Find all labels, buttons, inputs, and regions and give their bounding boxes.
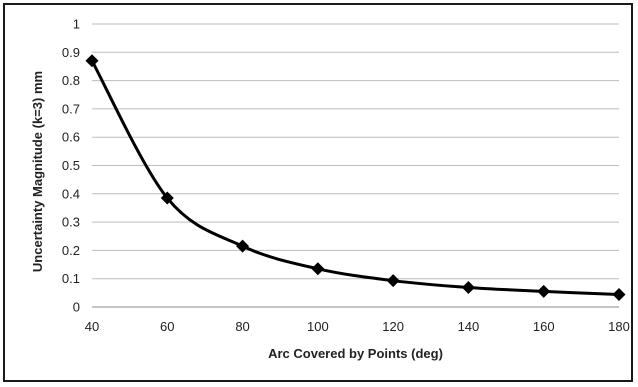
y-tick-label: 0.1 bbox=[62, 271, 80, 286]
gridlines bbox=[92, 23, 619, 280]
data-point-marker bbox=[386, 274, 400, 288]
x-tick-label: 160 bbox=[533, 319, 555, 334]
data-point-marker bbox=[236, 239, 250, 253]
data-point-marker bbox=[612, 288, 626, 302]
y-tick-label: 0 bbox=[73, 300, 80, 315]
x-tick-label: 140 bbox=[458, 319, 480, 334]
data-point-marker bbox=[461, 280, 475, 294]
data-point-marker bbox=[311, 262, 325, 276]
x-tick-label: 40 bbox=[85, 319, 99, 334]
data-point-marker bbox=[85, 54, 99, 68]
y-tick-label: 0.5 bbox=[62, 158, 80, 173]
x-tick-label: 120 bbox=[382, 319, 404, 334]
x-tick-label: 100 bbox=[307, 319, 329, 334]
y-axis-title: Uncertainty Magnitude (k=3) mm bbox=[30, 71, 45, 272]
x-tick-label: 80 bbox=[235, 319, 249, 334]
x-tick-label: 60 bbox=[160, 319, 174, 334]
y-tick-label: 0.7 bbox=[62, 101, 80, 116]
y-tick-label: 0.3 bbox=[62, 215, 80, 230]
chart-frame bbox=[3, 3, 633, 382]
y-tick-label: 0.8 bbox=[62, 73, 80, 88]
x-tick-label: 180 bbox=[608, 319, 630, 334]
y-tick-label: 1 bbox=[73, 17, 80, 32]
data-point-marker bbox=[537, 284, 551, 298]
data-point-marker bbox=[160, 191, 174, 205]
y-tick-label: 0.2 bbox=[62, 243, 80, 258]
x-axis-title: Arc Covered by Points (deg) bbox=[268, 346, 443, 361]
series-line bbox=[90, 60, 620, 297]
y-tick-label: 0.4 bbox=[62, 186, 80, 201]
y-tick-label: 0.6 bbox=[62, 130, 80, 145]
data-series bbox=[85, 54, 626, 302]
y-tick-label: 0.9 bbox=[62, 45, 80, 60]
